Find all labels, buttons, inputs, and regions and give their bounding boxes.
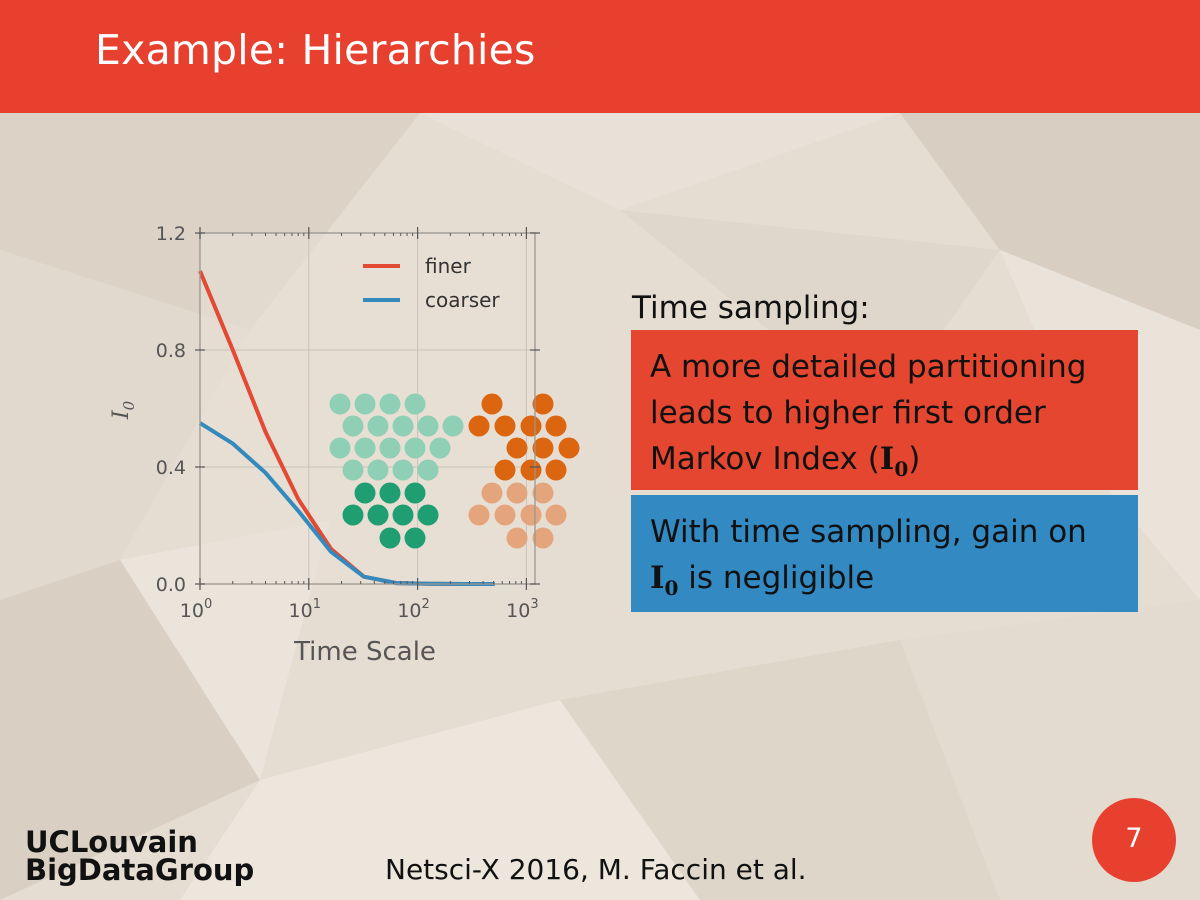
chart-legend: finer coarser xyxy=(363,254,500,312)
cluster-node xyxy=(417,459,439,481)
cluster-node xyxy=(429,437,451,459)
cluster-node xyxy=(532,527,554,549)
cluster-node xyxy=(468,415,490,437)
cluster-node xyxy=(417,415,439,437)
i0-symbol: I0 xyxy=(650,560,679,601)
cluster-node xyxy=(342,415,364,437)
finding-box-red: A more detailed partitioning leads to hi… xyxy=(631,330,1138,490)
ucl-logo: UCLouvain BigDataGroup xyxy=(25,825,255,887)
cluster-node xyxy=(520,415,542,437)
cluster-node xyxy=(404,527,426,549)
cluster-node xyxy=(392,504,414,526)
cluster-node xyxy=(367,415,389,437)
y-tick-label: 0.8 xyxy=(156,340,186,362)
cluster-node xyxy=(506,482,528,504)
cluster-node xyxy=(342,504,364,526)
y-tick-label: 0.4 xyxy=(156,457,186,479)
blue-box-line-2: I0 is negligible xyxy=(650,560,875,601)
line-chart: 0.0 0.4 0.8 1.2 100 101 102 103 finer coarser Ti… xyxy=(109,223,580,667)
cluster-node xyxy=(404,437,426,459)
cluster-node xyxy=(481,393,503,415)
cluster-node xyxy=(442,415,464,437)
legend-label-coarser: coarser xyxy=(425,288,500,312)
section-subheading: Time sampling: xyxy=(632,290,870,326)
slide-title: Example: Hierarchies xyxy=(95,26,536,74)
red-box-line-1: A more detailed partitioning xyxy=(650,349,1087,385)
cluster-node xyxy=(545,415,567,437)
title-bar: Example: Hierarchies xyxy=(0,0,1200,113)
cluster-node xyxy=(468,504,490,526)
cluster-node xyxy=(354,393,376,415)
cluster-node xyxy=(367,459,389,481)
cluster-node xyxy=(520,504,542,526)
cluster-node xyxy=(494,415,516,437)
x-tick-label: 103 xyxy=(506,597,538,622)
cluster-node xyxy=(367,504,389,526)
cluster-node xyxy=(520,459,542,481)
cluster-node xyxy=(506,437,528,459)
cluster-node xyxy=(532,437,554,459)
cluster-node xyxy=(392,459,414,481)
cluster-illustration xyxy=(329,393,580,549)
cluster-node xyxy=(494,459,516,481)
y-tick-label: 0.0 xyxy=(156,574,186,596)
cluster-node xyxy=(404,482,426,504)
cluster-node xyxy=(532,393,554,415)
cluster-node xyxy=(354,437,376,459)
citation: Netsci-X 2016, M. Faccin et al. xyxy=(385,853,807,886)
cluster-node xyxy=(342,459,364,481)
blue-box-line-1: With time sampling, gain on xyxy=(650,514,1087,550)
cluster-node xyxy=(379,482,401,504)
cluster-node xyxy=(329,437,351,459)
plot-border xyxy=(199,232,536,585)
cluster-node xyxy=(417,504,439,526)
cluster-node xyxy=(392,415,414,437)
cluster-node xyxy=(558,437,580,459)
chart-ticks: 0.0 0.4 0.8 1.2 100 101 102 103 xyxy=(156,223,540,622)
y-axis-label: I0 xyxy=(109,400,138,420)
x-tick-label: 102 xyxy=(397,597,429,622)
cluster-node xyxy=(404,393,426,415)
cluster-node xyxy=(545,504,567,526)
chart-frame xyxy=(199,232,536,585)
cluster-node xyxy=(379,393,401,415)
i0-symbol: I0 xyxy=(879,441,909,482)
cluster-node xyxy=(545,459,567,481)
cluster-node xyxy=(532,482,554,504)
legend-label-finer: finer xyxy=(425,254,472,278)
cluster-node xyxy=(379,437,401,459)
x-axis-label: Time Scale xyxy=(293,637,436,667)
x-tick-label: 100 xyxy=(180,597,212,622)
cluster-node xyxy=(354,482,376,504)
page-number: 7 xyxy=(1092,798,1176,882)
cluster-node xyxy=(494,504,516,526)
cluster-node xyxy=(379,527,401,549)
cluster-node xyxy=(481,482,503,504)
red-box-line-2: leads to higher first order xyxy=(650,395,1046,431)
y-tick-label: 1.2 xyxy=(156,223,186,245)
finding-box-blue: With time sampling, gain on I0 is neglig… xyxy=(631,495,1138,612)
cluster-node xyxy=(329,393,351,415)
x-tick-label: 101 xyxy=(289,597,321,622)
red-box-line-3: Markov Index (I0) xyxy=(650,441,921,482)
cluster-node xyxy=(506,527,528,549)
